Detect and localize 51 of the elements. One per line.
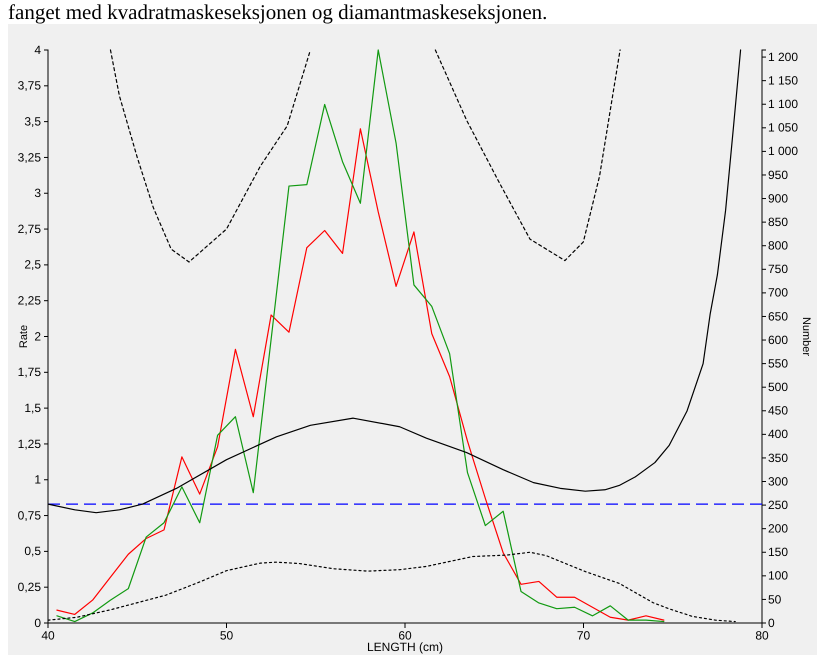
y-tick-label: 0,5 [24,544,42,558]
x-tick-label: 40 [41,628,55,643]
y2-tick-label: 950 [768,168,788,182]
y2-tick-label: 0 [768,616,775,630]
y2-axis-title: Number [800,316,812,356]
y-tick-label: 1 [34,472,42,487]
y2-tick-label: 800 [768,238,788,253]
y2-tick-label: 650 [768,309,788,324]
y2-tick-label: 150 [768,545,788,560]
y2-tick-label: 850 [768,214,788,229]
x-tick-label: 80 [755,628,769,643]
y2-tick-label: 750 [768,262,788,276]
y-tick-label: 1,25 [18,436,42,451]
y-axis-title: Rate [18,324,30,348]
y-tick-label: 2,5 [24,258,42,272]
y-tick-label: 1,75 [18,365,42,380]
y-tick-label: 0,75 [18,508,42,522]
x-tick-label: 50 [220,628,234,643]
y2-tick-label: 200 [768,522,788,536]
y-tick-label: 4 [34,42,42,57]
y2-tick-label: 600 [768,332,788,347]
y-tick-label: 2 [34,329,42,344]
y2-tick-label: 1 100 [768,97,798,112]
y-tick-label: 3,25 [18,150,42,164]
x-tick-label: 70 [576,628,590,643]
y-tick-label: 3 [34,186,42,200]
y2-tick-label: 500 [768,380,788,394]
y2-tick-label: 50 [768,592,782,606]
y2-tick-label: 900 [768,191,788,206]
x-axis-title: LENGTH (cm) [367,640,443,654]
y2-tick-label: 450 [768,404,788,418]
y2-tick-label: 700 [768,286,788,300]
y2-tick-label: 550 [768,356,788,370]
y-tick-label: 3,75 [18,78,42,93]
y-tick-label: 0 [34,616,42,630]
y-tick-label: 1,5 [24,400,42,415]
y2-tick-label: 400 [768,427,788,442]
y2-tick-label: 1 200 [768,50,798,64]
text: fanget med kvadratmaskeseksjonen og diamantmaskeseksjonen. [8,0,548,24]
y2-tick-label: 300 [768,474,788,488]
y2-tick-label: 250 [768,498,788,512]
y-tick-label: 0,25 [18,580,42,594]
y2-tick-label: 1 150 [768,73,798,88]
y2-tick-label: 1 000 [768,144,798,158]
y-tick-label: 2,75 [18,222,42,236]
y2-tick-label: 1 050 [768,120,798,135]
y-tick-label: 3,5 [24,114,42,128]
y-tick-label: 2,25 [18,294,42,308]
y2-tick-label: 350 [768,450,788,465]
y2-tick-label: 100 [768,568,788,583]
x-tick-label: 60 [398,628,412,643]
